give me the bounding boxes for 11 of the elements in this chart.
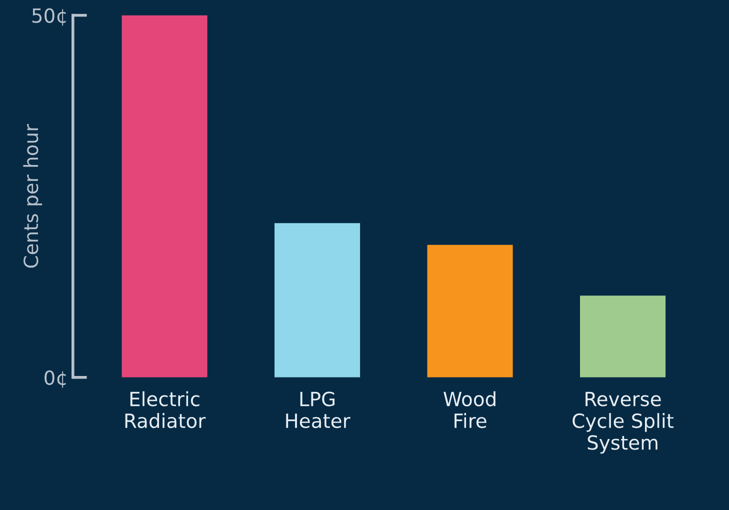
y-tick-label: 0¢	[44, 370, 66, 388]
bar	[580, 296, 666, 378]
x-tick-label: Electric Radiator	[125, 391, 206, 428]
y-axis-title: Cents per hour	[23, 124, 42, 268]
x-tick-label: Wood Fire	[444, 391, 496, 428]
bar	[274, 223, 360, 378]
x-tick-label: LPG Heater	[286, 392, 350, 428]
bar	[122, 15, 208, 378]
y-tick-label: 50¢	[32, 8, 66, 26]
bar	[427, 244, 513, 378]
x-tick-label: Reverse Cycle Split System	[572, 392, 674, 454]
